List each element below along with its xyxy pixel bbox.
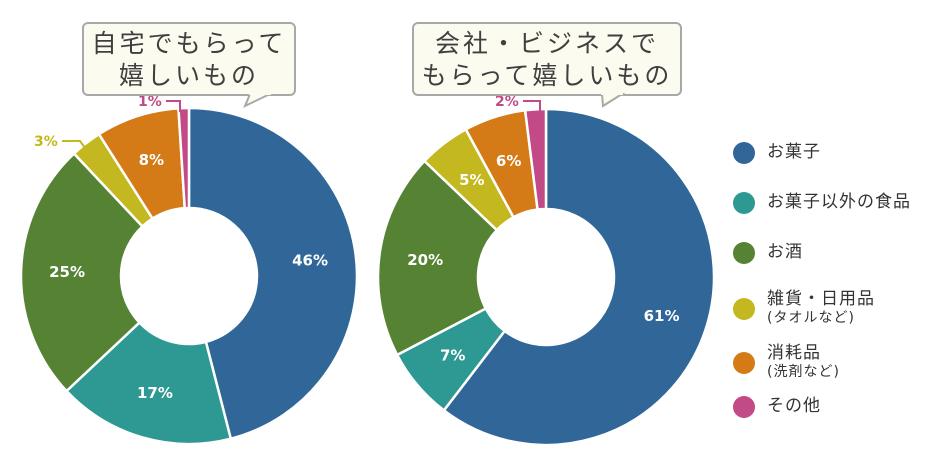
home-chart-title-line1: 自宅でもらって — [91, 29, 287, 58]
legend-label: お菓子 — [767, 142, 821, 162]
legend-item-goods: 雑貨・日用品 (タオルなど) — [733, 290, 875, 327]
legend-dot-icon — [733, 142, 755, 164]
slice-percent-label: 5% — [459, 171, 484, 189]
donut-slice — [376, 159, 499, 357]
slice-percent-label: 3% — [34, 134, 58, 150]
legend-item-sweets: お菓子 — [733, 142, 821, 164]
donut-slice — [19, 151, 145, 393]
legend-dot-icon — [733, 298, 755, 320]
legend-label-sub: (タオルなど) — [767, 310, 855, 326]
donut-slice — [523, 107, 548, 211]
leader-line — [166, 100, 181, 112]
home-chart-title-bubble: 自宅でもらって 嬉しいもの — [82, 22, 296, 96]
business-chart-title-line2: もらって嬉しいもの — [421, 61, 673, 90]
slice-percent-label: 6% — [496, 152, 521, 170]
legend-label: 雑貨・日用品 (タオルなど) — [767, 290, 875, 327]
legend-item-alcohol: お酒 — [733, 242, 803, 264]
slice-percent-label: 20% — [407, 251, 443, 269]
legend-item-other: その他 — [733, 396, 821, 418]
legend-label-main: 雑貨・日用品 — [767, 289, 875, 309]
slice-percent-label: 7% — [440, 347, 465, 365]
business-donut-chart: 61% 7% 20% 5% 6% 2% — [376, 94, 716, 447]
legend-item-other-food: お菓子以外の食品 — [733, 192, 911, 214]
leader-line — [523, 100, 541, 112]
legend-label: お菓子以外の食品 — [767, 192, 911, 212]
home-chart-title-line2: 嬉しいもの — [118, 61, 259, 90]
legend-label: お酒 — [767, 242, 803, 262]
legend-item-consumables: 消耗品 (洗剤など) — [733, 344, 840, 381]
legend-dot-icon — [733, 242, 755, 264]
slice-percent-label: 8% — [139, 151, 164, 169]
slice-percent-label: 46% — [292, 252, 328, 270]
legend-dot-icon — [733, 352, 755, 374]
legend-label: 消耗品 (洗剤など) — [767, 344, 840, 381]
leader-line — [62, 140, 89, 153]
slice-percent-label: 1% — [138, 94, 162, 110]
legend-label-main: 消耗品 — [767, 343, 821, 363]
legend-label-sub: (洗剤など) — [767, 364, 840, 380]
legend-dot-icon — [733, 396, 755, 418]
slice-percent-label: 17% — [137, 384, 173, 402]
slice-percent-label: 25% — [49, 263, 85, 281]
legend-label: その他 — [767, 396, 821, 416]
business-chart-title-line1: 会社・ビジネスで — [434, 29, 659, 58]
donut-slice — [177, 106, 191, 210]
business-chart-title-bubble: 会社・ビジネスで もらって嬉しいもの — [412, 22, 682, 96]
home-donut-chart: 46% 17% 25% 3% 8% 1% — [19, 94, 359, 446]
slice-percent-label: 2% — [495, 94, 519, 110]
legend-dot-icon — [733, 192, 755, 214]
slice-percent-label: 61% — [644, 307, 680, 325]
donut-slice — [442, 107, 716, 447]
donut-slice — [187, 106, 359, 441]
